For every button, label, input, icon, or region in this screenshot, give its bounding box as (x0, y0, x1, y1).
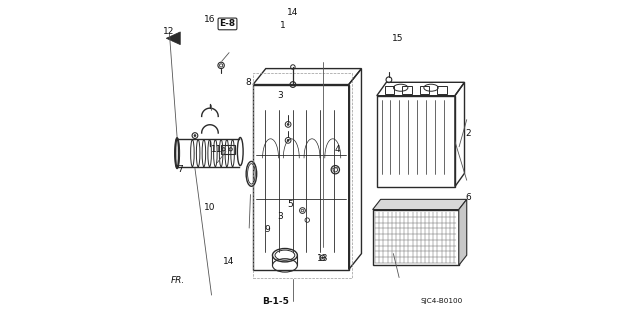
Text: 10: 10 (204, 203, 216, 212)
Text: 3: 3 (277, 91, 283, 100)
Text: E-8: E-8 (220, 19, 236, 28)
Text: FR.: FR. (171, 276, 185, 285)
Circle shape (287, 139, 289, 141)
Bar (253, 85, 349, 270)
Text: 2: 2 (465, 130, 471, 138)
Text: 12: 12 (163, 27, 174, 36)
Text: 15: 15 (392, 34, 404, 43)
Polygon shape (459, 199, 467, 265)
Text: 9: 9 (264, 225, 270, 234)
Text: 16: 16 (204, 15, 216, 24)
Text: 14: 14 (287, 8, 299, 17)
Text: 3: 3 (277, 212, 283, 221)
Text: SJC4-B0100: SJC4-B0100 (420, 299, 462, 304)
Text: 13: 13 (317, 254, 329, 263)
Bar (253, 73, 352, 278)
Bar (377, 96, 455, 187)
Text: 1: 1 (280, 21, 286, 30)
Circle shape (321, 257, 323, 259)
Text: 11: 11 (211, 145, 222, 154)
Circle shape (287, 123, 289, 125)
Text: 8: 8 (245, 78, 251, 87)
Text: 14: 14 (223, 257, 235, 266)
Text: 6: 6 (465, 193, 471, 202)
Text: 5: 5 (287, 200, 292, 209)
Polygon shape (166, 32, 180, 45)
Bar (372, 210, 459, 265)
Text: B-1-5: B-1-5 (262, 297, 289, 306)
Polygon shape (372, 199, 467, 210)
Text: 7: 7 (177, 165, 182, 174)
Bar (221, 145, 234, 154)
Circle shape (194, 135, 196, 137)
Bar (420, 86, 429, 94)
Bar (403, 86, 412, 94)
Bar (385, 86, 394, 94)
Text: 4: 4 (335, 145, 340, 154)
Bar (437, 86, 447, 94)
